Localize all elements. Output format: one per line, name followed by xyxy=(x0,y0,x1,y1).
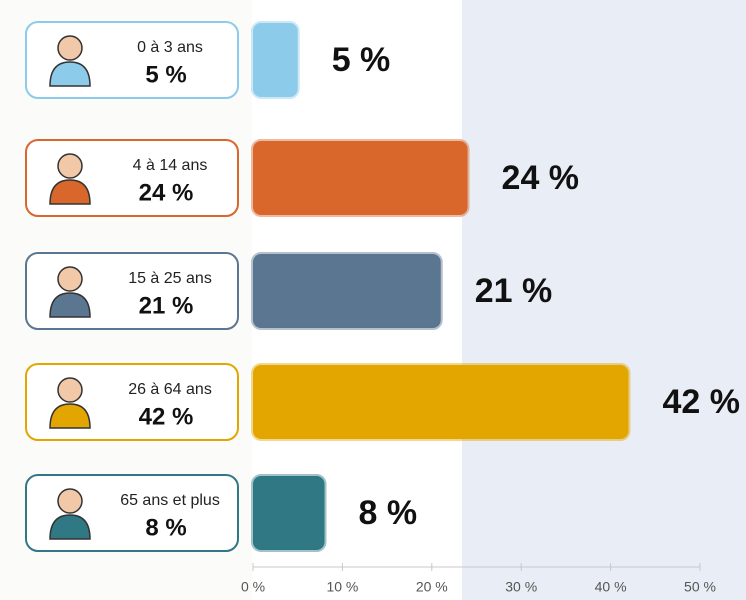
bar xyxy=(253,476,325,550)
x-tick-label: 30 % xyxy=(505,579,537,595)
x-tick-label: 10 % xyxy=(326,579,358,595)
category-label: 0 à 3 ans xyxy=(137,39,203,56)
person-icon-head xyxy=(58,489,82,513)
card-value: 24 % xyxy=(139,179,194,206)
value-label: 42 % xyxy=(662,383,740,421)
card-value: 42 % xyxy=(139,403,194,430)
bar xyxy=(253,365,628,439)
category-label: 15 à 25 ans xyxy=(128,270,212,287)
value-label: 24 % xyxy=(502,159,580,197)
category-label: 65 ans et plus xyxy=(120,492,220,509)
value-label: 5 % xyxy=(332,41,391,79)
category-label: 26 à 64 ans xyxy=(128,381,212,398)
bar xyxy=(253,141,468,215)
value-label: 8 % xyxy=(359,494,418,532)
x-tick-label: 50 % xyxy=(684,579,716,595)
x-tick-label: 20 % xyxy=(416,579,448,595)
person-icon-head xyxy=(58,154,82,178)
chart: 0 % 10 % 20 % 30 % 40 % 50 % 5 % 0 à 3 ans 5 % 24… xyxy=(0,0,746,600)
card-value: 5 % xyxy=(145,61,186,88)
person-icon-head xyxy=(58,378,82,402)
x-tick-label: 0 % xyxy=(241,579,265,595)
person-icon-head xyxy=(58,36,82,60)
person-icon-head xyxy=(58,267,82,291)
category-label: 4 à 14 ans xyxy=(133,157,208,174)
bar xyxy=(253,254,441,328)
page: 0 % 10 % 20 % 30 % 40 % 50 % 5 % 0 à 3 ans 5 % 24… xyxy=(0,0,746,600)
card-value: 21 % xyxy=(139,292,194,319)
x-tick-label: 40 % xyxy=(595,579,627,595)
bar xyxy=(253,23,298,97)
value-label: 21 % xyxy=(475,272,553,310)
card-value: 8 % xyxy=(145,514,186,541)
